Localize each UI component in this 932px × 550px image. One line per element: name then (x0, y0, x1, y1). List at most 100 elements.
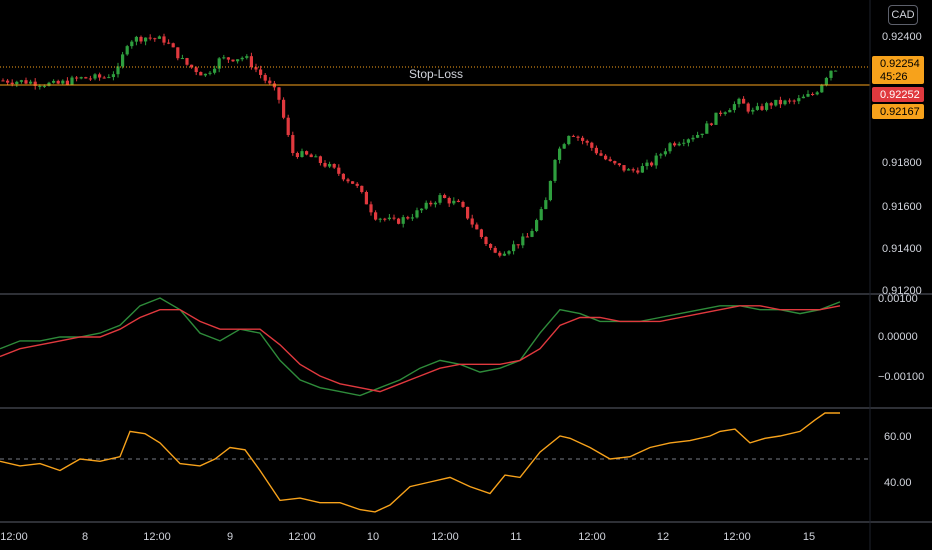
candle (231, 59, 235, 62)
candle (84, 76, 88, 79)
candle (33, 78, 37, 90)
candle (88, 75, 92, 82)
macd-tick-label: 0.00000 (878, 331, 918, 343)
candle (415, 207, 419, 219)
candle (622, 165, 626, 173)
candle (447, 196, 451, 207)
candle (673, 141, 677, 147)
candle (806, 90, 810, 98)
candle (769, 101, 773, 110)
candle (801, 94, 805, 99)
time-tick-label: 12:00 (723, 531, 751, 543)
candle (760, 103, 764, 112)
time-tick-label: 9 (227, 531, 233, 543)
candle (157, 35, 161, 39)
candle (521, 233, 525, 249)
candle (452, 197, 456, 206)
currency-selector[interactable]: CAD (888, 5, 918, 25)
candle (654, 152, 658, 169)
candle (811, 92, 815, 96)
candle (682, 139, 686, 147)
candle (61, 79, 65, 85)
rsi-pane (0, 412, 870, 513)
time-axis[interactable]: 12:00 8 12:00 9 12:00 10 12:00 11 12:00 12 12:00 15 (0, 531, 815, 543)
candle (323, 160, 327, 168)
candle (300, 148, 304, 158)
candle (171, 42, 175, 48)
candle (493, 246, 497, 254)
macd-tick-label: 0.00100 (878, 293, 918, 305)
candle (742, 96, 746, 104)
time-tick-label: 12:00 (431, 531, 459, 543)
candle (479, 228, 483, 239)
candle (15, 80, 19, 88)
candle (535, 218, 539, 233)
candle (194, 66, 198, 76)
candle (544, 197, 548, 210)
candle (360, 185, 364, 194)
candle (475, 222, 479, 230)
candle (530, 228, 534, 238)
candle (328, 161, 332, 169)
candle (79, 76, 83, 80)
time-tick-label: 12:00 (578, 531, 606, 543)
candle (783, 99, 787, 106)
candle (309, 153, 313, 158)
candle (502, 251, 506, 257)
candle (746, 102, 750, 114)
candle (272, 80, 276, 91)
candle (374, 210, 378, 221)
time-tick-label: 8 (82, 531, 88, 543)
candle (617, 163, 621, 167)
macd-pane (0, 297, 841, 397)
price-tag: 0.92252 (872, 87, 924, 102)
candle (558, 146, 562, 164)
rsi-line-0 (0, 412, 840, 513)
candle (590, 141, 594, 151)
candle (19, 79, 23, 84)
candle (245, 54, 249, 60)
candle (236, 59, 240, 64)
candle (355, 182, 359, 188)
candle (613, 160, 617, 166)
candle (263, 73, 267, 84)
candle (397, 217, 401, 225)
candle (668, 141, 672, 154)
candle (498, 250, 502, 258)
candle (56, 79, 60, 85)
candle (369, 201, 373, 216)
candle (525, 232, 529, 238)
candle (6, 78, 10, 85)
candle (719, 110, 723, 117)
candle (466, 206, 470, 220)
rsi-tick-label: 40.00 (884, 477, 912, 489)
candle (778, 96, 782, 108)
rsi-tick-label: 60.00 (884, 431, 912, 443)
price-tag-value: 0.92167 (880, 106, 920, 118)
candle (217, 57, 221, 73)
candle (259, 65, 263, 79)
candle (788, 98, 792, 104)
candle (314, 154, 318, 158)
candlestick-series (1, 33, 838, 258)
candle (291, 131, 295, 156)
candle (765, 101, 769, 112)
candle (401, 214, 405, 228)
candle (663, 148, 667, 157)
price-tick-label: 0.91200 (882, 285, 922, 297)
candle (47, 81, 51, 87)
candle (751, 107, 755, 115)
candle (240, 56, 244, 62)
candle (153, 37, 157, 42)
candle (102, 75, 106, 79)
candle (636, 167, 640, 175)
time-tick-label: 12:00 (0, 531, 28, 543)
stop-loss-label: Stop-Loss (409, 67, 463, 81)
candle (130, 40, 134, 49)
candle (277, 87, 281, 104)
price-tick-label: 0.91600 (882, 201, 922, 213)
candle (318, 155, 322, 166)
time-tick-label: 11 (510, 531, 521, 543)
